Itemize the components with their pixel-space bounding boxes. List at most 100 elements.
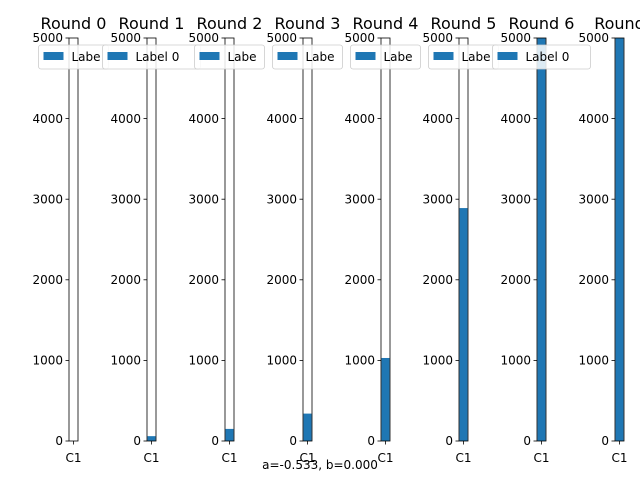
- ytick-label-0-round-1: 0: [133, 434, 141, 448]
- legend-label-round-1: Label 0: [136, 50, 180, 64]
- legend-swatch-round-2: [199, 52, 220, 60]
- ytick-label-2000-round-3: 2000: [266, 273, 297, 287]
- legend-box-round-4: [350, 44, 421, 70]
- bar-c1-round-6: [537, 38, 546, 441]
- xtick-label-c1-round-7: C1: [611, 451, 627, 465]
- ytick-label-5000-round-3: 5000: [266, 31, 297, 45]
- subplot-round-7: 0 1000 2000 3000 4000 5000 C1 Round: [578, 14, 640, 465]
- ytick-label-4000-round-1: 4000: [110, 112, 141, 126]
- bar-c1-round-3: [303, 413, 312, 441]
- ytick-label-3000-round-7: 3000: [578, 192, 609, 206]
- bar-c1-round-7: [615, 38, 624, 441]
- legend-box-round-2: [194, 44, 265, 70]
- ytick-label-0-round-6: 0: [523, 434, 531, 448]
- legend-label-round-2: Labe: [228, 50, 257, 64]
- legend-swatch-round-6: [497, 52, 518, 60]
- subplot-round-6: 0 1000 2000 3000 4000 5000 C1 Round 6: [500, 14, 574, 465]
- ytick-label-5000-round-5: 5000: [422, 31, 453, 45]
- ytick-label-2000-round-7: 2000: [578, 273, 609, 287]
- xtick-label-c1-round-6: C1: [533, 451, 549, 465]
- ytick-label-1000-round-2: 1000: [188, 354, 219, 368]
- ytick-label-3000-round-5: 3000: [422, 192, 453, 206]
- subplot-title-round-7: Round: [594, 14, 640, 33]
- ytick-label-3000-round-0: 3000: [32, 192, 63, 206]
- ytick-label-2000-round-1: 2000: [110, 273, 141, 287]
- subplot-title-round-6: Round 6: [509, 14, 575, 33]
- legend-round-1: Label 0: [102, 44, 201, 70]
- ytick-label-1000-round-4: 1000: [344, 354, 375, 368]
- legend-round-2: Labe: [194, 44, 265, 70]
- subplot-title-round-2: Round 2: [197, 14, 263, 33]
- ytick-label-0-round-2: 0: [211, 434, 219, 448]
- legend-swatch-round-5: [433, 52, 454, 60]
- legend-round-6: Label 0: [492, 44, 591, 70]
- subplot-round-1: 0 1000 2000 3000 4000 5000 C1 Round 1: [110, 14, 184, 465]
- ytick-label-5000-round-6: 5000: [500, 31, 531, 45]
- subplot-title-round-0: Round 0: [41, 14, 107, 33]
- ytick-label-4000-round-5: 4000: [422, 112, 453, 126]
- subplot-round-4: 0 1000 2000 3000 4000 5000 C1 Round 4: [344, 14, 418, 465]
- legend-label-round-0: Labe: [72, 50, 101, 64]
- legend-swatch-round-3: [277, 52, 298, 60]
- subplot-round-0: 0 1000 2000 3000 4000 5000 C1 Round 0: [32, 14, 106, 465]
- ytick-label-4000-round-7: 4000: [578, 112, 609, 126]
- ytick-label-0-round-7: 0: [601, 434, 609, 448]
- xtick-label-c1-round-2: C1: [221, 451, 237, 465]
- ytick-label-5000-round-4: 5000: [344, 31, 375, 45]
- legend-swatch-round-1: [107, 52, 128, 60]
- legend-swatch-round-4: [355, 52, 376, 60]
- legend-label-round-5: Labe: [462, 50, 491, 64]
- ytick-label-3000-round-3: 3000: [266, 192, 297, 206]
- ytick-label-5000-round-7: 5000: [578, 31, 609, 45]
- legend-round-4: Labe: [350, 44, 421, 70]
- subplot-title-round-1: Round 1: [119, 14, 185, 33]
- ytick-label-3000-round-2: 3000: [188, 192, 219, 206]
- subplot-title-round-3: Round 3: [275, 14, 341, 33]
- ytick-label-4000-round-0: 4000: [32, 112, 63, 126]
- footer-params: a=-0.533, b=0.000: [262, 458, 378, 472]
- ytick-label-2000-round-2: 2000: [188, 273, 219, 287]
- xtick-label-c1-round-5: C1: [455, 451, 471, 465]
- ytick-label-0-round-4: 0: [367, 434, 375, 448]
- ytick-label-3000-round-1: 3000: [110, 192, 141, 206]
- legend-label-round-3: Labe: [306, 50, 335, 64]
- xtick-label-c1-round-1: C1: [143, 451, 159, 465]
- ytick-label-1000-round-3: 1000: [266, 354, 297, 368]
- subplot-title-round-4: Round 4: [353, 14, 419, 33]
- ytick-label-5000-round-0: 5000: [32, 31, 63, 45]
- ytick-label-4000-round-3: 4000: [266, 112, 297, 126]
- ytick-label-1000-round-5: 1000: [422, 354, 453, 368]
- ytick-label-1000-round-7: 1000: [578, 354, 609, 368]
- xtick-label-c1-round-0: C1: [65, 451, 81, 465]
- ytick-label-4000-round-4: 4000: [344, 112, 375, 126]
- ytick-label-4000-round-6: 4000: [500, 112, 531, 126]
- ytick-label-3000-round-4: 3000: [344, 192, 375, 206]
- ytick-label-3000-round-6: 3000: [500, 192, 531, 206]
- ytick-label-0-round-5: 0: [445, 434, 453, 448]
- ytick-label-2000-round-5: 2000: [422, 273, 453, 287]
- bar-c1-round-5: [459, 208, 468, 441]
- ytick-label-0-round-3: 0: [289, 434, 297, 448]
- subplot-panels: 0 1000 2000 3000 4000 5000 C1 Round 0 0 1000 2000 3…: [32, 14, 640, 465]
- legend-swatch-round-0: [43, 52, 64, 60]
- bar-c1-round-2: [225, 428, 234, 441]
- ytick-label-2000-round-0: 2000: [32, 273, 63, 287]
- legend-round-3: Labe: [272, 44, 343, 70]
- subplot-round-2: 0 1000 2000 3000 4000 5000 C1 Round 2: [188, 14, 262, 465]
- xtick-label-c1-round-4: C1: [377, 451, 393, 465]
- legend-box-round-6: [492, 44, 591, 70]
- ytick-label-1000-round-6: 1000: [500, 354, 531, 368]
- subplot-round-5: 0 1000 2000 3000 4000 5000 C1 Round 5: [422, 14, 496, 465]
- legend-round-5: Labe: [428, 44, 499, 70]
- ytick-label-5000-round-1: 5000: [110, 31, 141, 45]
- ytick-label-5000-round-2: 5000: [188, 31, 219, 45]
- ytick-label-1000-round-1: 1000: [110, 354, 141, 368]
- subplot-round-3: 0 1000 2000 3000 4000 5000 C1 Round 3: [266, 14, 340, 465]
- ytick-label-0-round-0: 0: [55, 434, 63, 448]
- legend-round-0: Labe: [38, 44, 109, 70]
- bar-c1-round-1: [147, 436, 156, 441]
- ytick-label-2000-round-6: 2000: [500, 273, 531, 287]
- legend-label-round-4: Labe: [384, 50, 413, 64]
- ytick-label-1000-round-0: 1000: [32, 354, 63, 368]
